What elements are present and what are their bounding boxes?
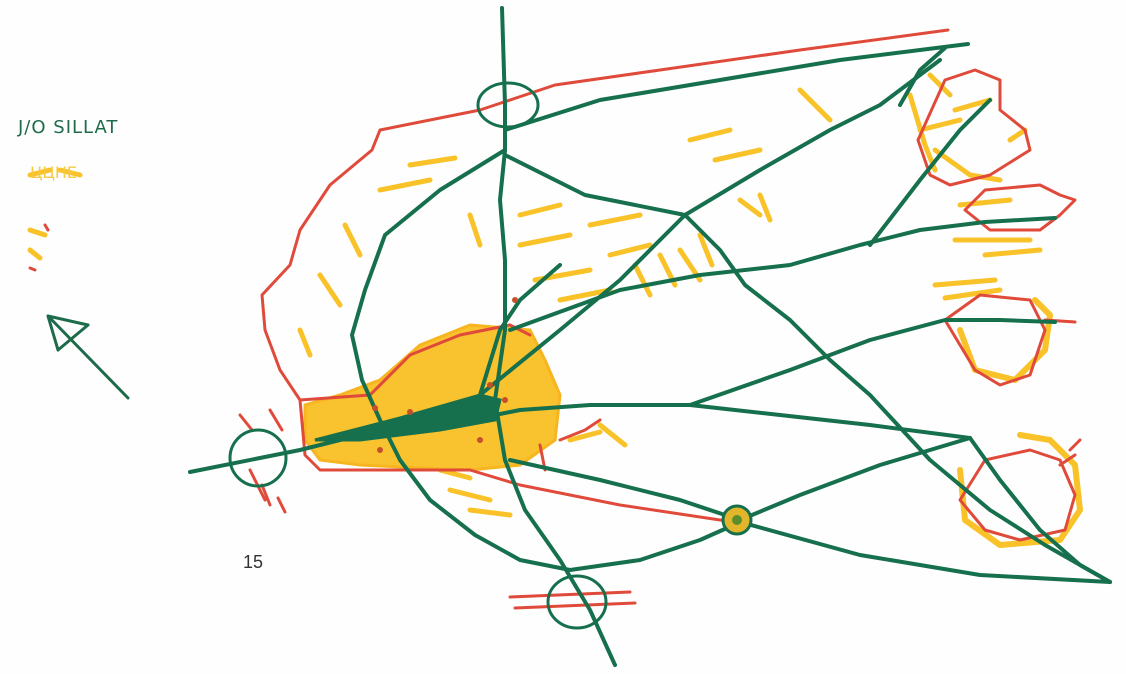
red-ring-1 — [916, 68, 1032, 187]
south-bridge-circle — [546, 574, 608, 630]
core-dots — [372, 297, 518, 453]
north-bridge-circle — [476, 81, 540, 129]
east-diamond-right — [968, 436, 1112, 584]
central-wedge — [314, 393, 502, 442]
upper-core-link — [478, 263, 562, 397]
legend-yellow-label: ЦЦНЕ — [30, 163, 77, 182]
yellow-ring-2 — [957, 432, 1083, 548]
red-boundary — [28, 28, 1082, 610]
northwest-branch — [503, 153, 1112, 584]
west-bridge-circle — [228, 428, 288, 488]
outer-boundary — [260, 28, 950, 472]
ne-main-road — [503, 42, 970, 132]
page-number: 15 — [243, 552, 263, 572]
east-node-to-south — [738, 436, 972, 522]
green-network — [188, 6, 1112, 667]
yellow-ring-3 — [932, 147, 1033, 243]
north-right-extension — [898, 46, 947, 107]
legend: J/O SILLAT ЦЦНЕ — [17, 117, 118, 182]
legend-bridges-label: J/O SILLAT — [17, 117, 118, 138]
ring-road-west — [350, 148, 747, 572]
north-arrow-icon — [46, 314, 130, 400]
south-station-road — [738, 520, 1112, 584]
ne-diagonal-road — [478, 58, 942, 397]
yellow-ring-4 — [907, 92, 1028, 173]
south-bridge-red — [508, 590, 637, 610]
yellow-zones — [27, 72, 1083, 548]
yellow-dashes — [27, 72, 1043, 518]
east-road-middle — [688, 318, 1057, 407]
red-ring-4 — [958, 448, 1077, 542]
red-ring-3 — [943, 293, 1047, 387]
station-marker — [721, 504, 753, 536]
east-road-upper — [508, 216, 1057, 332]
red-ring-2 — [963, 183, 1077, 232]
core-to-station-road — [508, 458, 742, 522]
branch-to-northeast — [868, 98, 992, 247]
legend-red-dot — [28, 223, 50, 272]
